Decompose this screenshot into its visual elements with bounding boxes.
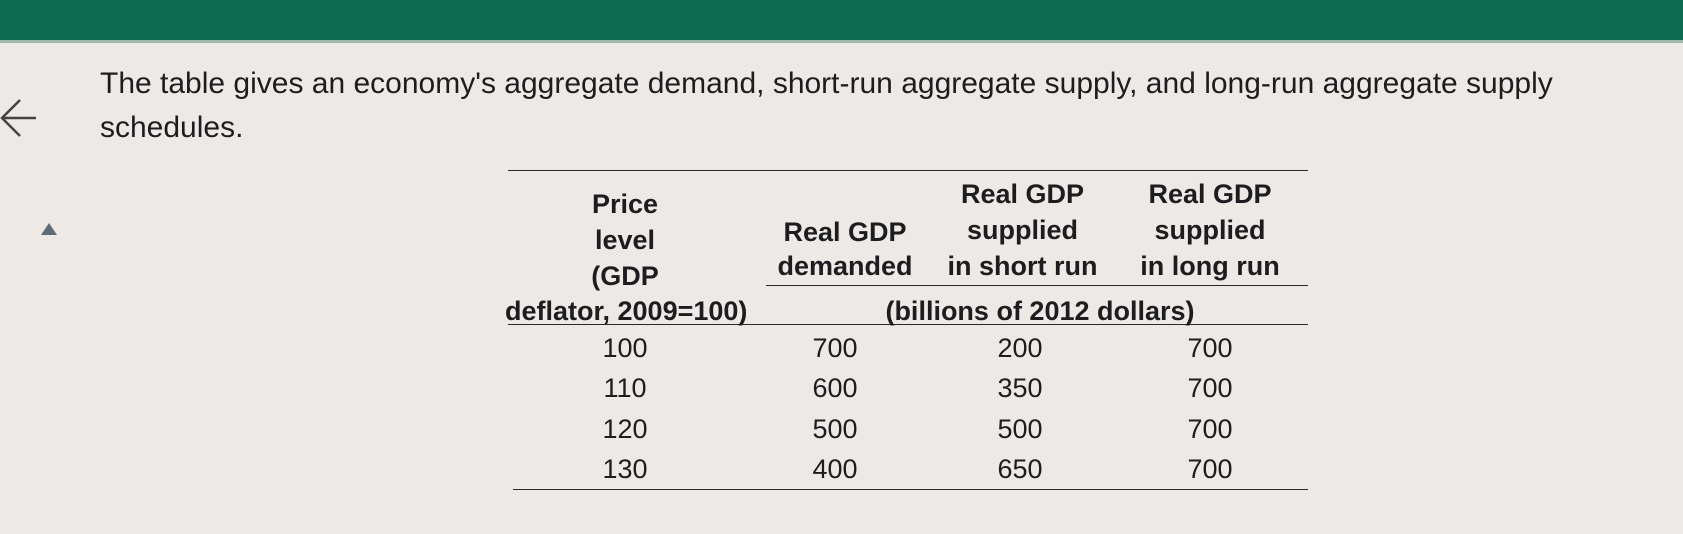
header-price-level-line-1: Price [591,189,659,219]
table-cell-demanded: 700 [812,333,858,363]
question-text: The table gives an economy's aggregate d… [100,67,1553,144]
table-cell-price-level: 110 [603,373,647,403]
header-short-run-line-1: Real GDP [960,179,1085,209]
header-units-rule [766,285,1308,286]
table-cell-long-run: 700 [1187,373,1233,403]
header-price-level-line-3: (GDP [591,261,659,291]
table-cell-demanded: 400 [812,454,858,484]
header-long-run-line-2: supplied [1154,215,1266,245]
table-bottom-rule [513,489,1308,490]
table-cell-short-run: 500 [997,414,1043,444]
table-cell-price-level: 120 [602,414,648,444]
header-long-run-line-1: Real GDP [1148,179,1272,209]
table-cell-demanded: 600 [812,373,858,403]
header-demanded-line-1: Real GDP [783,217,907,247]
header-long-run-line-3: in long run [1140,251,1280,281]
table-cell-long-run: 700 [1187,333,1233,363]
header-price-level-line-4: deflator, 2009=100) [505,296,748,326]
triangle-up-icon[interactable] [40,222,58,236]
top-bar [0,0,1683,43]
header-short-run-line-2: supplied [966,215,1078,245]
table-cell-price-level: 100 [602,333,648,363]
table-cell-price-level: 130 [602,454,648,484]
header-short-run-line-3: in short run [947,251,1098,281]
table-cell-demanded: 500 [812,414,858,444]
header-demanded-line-2: demanded [777,251,913,281]
table-cell-short-run: 200 [997,333,1043,363]
table-cell-long-run: 700 [1187,414,1233,444]
table-cell-long-run: 700 [1187,454,1233,484]
back-arrow-icon[interactable] [0,92,40,142]
table-cell-short-run: 350 [997,373,1043,403]
header-bottom-rule [508,324,1308,325]
header-price-level-line-2: level [594,225,656,255]
units-label: (billions of 2012 dollars) [885,296,1195,326]
table-cell-short-run: 650 [997,454,1043,484]
table-top-rule [508,170,1308,171]
